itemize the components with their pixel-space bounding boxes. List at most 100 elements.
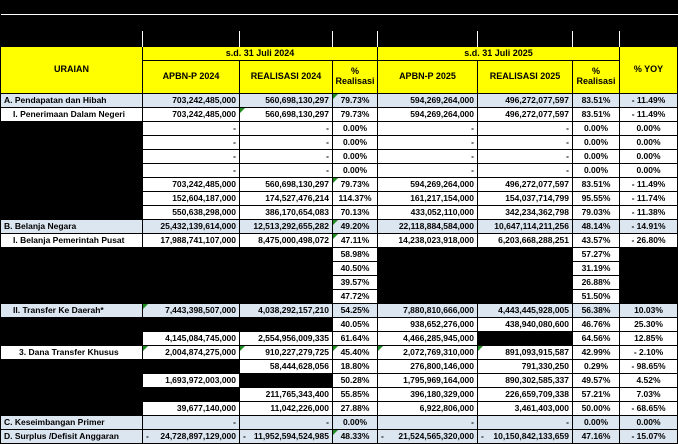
cell-redacted [143, 318, 240, 332]
row-label-redacted [1, 262, 143, 276]
cell-apbn-2024: - [143, 164, 240, 178]
cell-pct-realisasi-2025: 64.56% [573, 332, 620, 346]
cell-redacted [143, 248, 240, 262]
cell-realisasi-2025: - [478, 122, 573, 136]
cell-apbn-2024: 2,004,874,275,000 [143, 346, 240, 360]
table-row: II. Transfer Ke Daerah* 7,443,398,507,000… [1, 304, 678, 318]
redacted-header-cell [378, 31, 478, 47]
row-label-redacted [1, 178, 143, 192]
cell-value: 11,952,594,524,985 [253, 431, 329, 442]
cell-apbn-2024: 703,242,485,000 [143, 108, 240, 122]
cell-apbn-2025: 433,052,110,000 [378, 206, 478, 220]
cell-redacted [240, 290, 333, 304]
cell-realisasi-2025: 226,659,709,338 [478, 388, 573, 402]
cell-pct-yoy: 0.00% [620, 164, 678, 178]
cell-pct-realisasi-2025: 79.03% [573, 206, 620, 220]
cell-apbn-2025: 594,269,264,000 [378, 94, 478, 108]
table-row: I. Penerimaan Dalam Negeri 703,242,485,00… [1, 108, 678, 122]
table-row: 3. Dana Transfer Khusus 2,004,874,275,000… [1, 346, 678, 360]
row-label-redacted [1, 248, 143, 262]
row-label: II. Transfer Ke Daerah* [1, 304, 143, 318]
cell-realisasi-2025: 4,443,445,928,005 [478, 304, 573, 318]
minus-sign: - [481, 431, 484, 442]
table-row: D. Surplus /Defisit Anggaran -24,728,897,… [1, 430, 678, 444]
cell-realisasi-2025: 496,272,077,597 [478, 178, 573, 192]
cell-apbn-2024: 7,443,398,507,000 [143, 304, 240, 318]
table-row: B. Belanja Negara 25,432,139,614,000 12,51… [1, 220, 678, 234]
cell-pct-realisasi-2024: 47.11% [333, 234, 378, 248]
column-group-2024: s.d. 31 Juli 2024 [143, 47, 378, 61]
cell-pct-realisasi-2025: 50.00% [573, 402, 620, 416]
cell-realisasi-2025: 438,940,080,600 [478, 318, 573, 332]
cell-pct-realisasi-2025: 0.00% [573, 122, 620, 136]
cell-pct-yoy: - 68.65% [620, 402, 678, 416]
cell-pct-realisasi-2024: 0.00% [333, 164, 378, 178]
cell-pct-realisasi-2025: 0.00% [573, 136, 620, 150]
cell-pct-realisasi-2025: 83.51% [573, 178, 620, 192]
row-label: I. Belanja Pemerintah Pusat [1, 234, 143, 248]
cell-pct-realisasi-2025: 0.00% [573, 150, 620, 164]
cell-realisasi-2024: 560,698,130,297 [240, 108, 333, 122]
column-header-pct-realisasi-2024: % Realisasi [333, 61, 378, 94]
cell-redacted [478, 276, 573, 290]
cell-apbn-2024: 17,988,741,107,000 [143, 234, 240, 248]
table-row: - -0.00% - -0.00% 0.00% [1, 150, 678, 164]
cell-realisasi-2025: - [478, 136, 573, 150]
cell-pct-realisasi-2024: 55.85% [333, 388, 378, 402]
cell-realisasi-2024: 910,227,279,725 [240, 346, 333, 360]
column-header-pct-realisasi-2025: % Realisasi [573, 61, 620, 94]
redacted-header-cell [620, 31, 678, 47]
cell-pct-realisasi-2024: 27.88% [333, 402, 378, 416]
row-label-redacted [1, 164, 143, 178]
table-row: 550,638,298,000 386,170,654,083 70.13% 433,… [1, 206, 678, 220]
cell-pct-realisasi-2024: 79.73% [333, 108, 378, 122]
cell-redacted [143, 276, 240, 290]
cell-pct-yoy: - 11.49% [620, 178, 678, 192]
cell-apbn-2025: - [378, 164, 478, 178]
cell-pct-yoy: - 2.10% [620, 346, 678, 360]
cell-pct-realisasi-2025: 49.57% [573, 374, 620, 388]
cell-apbn-2024: 4,145,084,745,000 [143, 332, 240, 346]
cell-pct-realisasi-2024: 18.80% [333, 360, 378, 374]
cell-apbn-2024: 703,242,485,000 [143, 94, 240, 108]
error-flag-icon [333, 234, 338, 239]
cell-pct-yoy: - 11.49% [620, 94, 678, 108]
cell-realisasi-2025: - [478, 150, 573, 164]
redacted-header-row [1, 31, 678, 47]
cell-pct-yoy: - 26.80% [620, 234, 678, 248]
cell-apbn-2025: 594,269,264,000 [378, 178, 478, 192]
cell-pct-realisasi-2024: 0.00% [333, 136, 378, 150]
cell-pct-realisasi-2025: 46.76% [573, 318, 620, 332]
cell-realisasi-2024: 4,038,292,157,210 [240, 304, 333, 318]
cell-apbn-2025: 938,652,276,000 [378, 318, 478, 332]
cell-apbn-2025: 6,922,806,000 [378, 402, 478, 416]
row-label-redacted [1, 136, 143, 150]
cell-realisasi-2024: 12,513,292,655,282 [240, 220, 333, 234]
error-flag-icon [143, 346, 148, 351]
cell-redacted [620, 262, 678, 276]
cell-apbn-2024: - [143, 136, 240, 150]
cell-apbn-2025: 276,800,146,000 [378, 360, 478, 374]
cell-realisasi-2025: -10,150,842,133,659 [478, 430, 573, 444]
cell-realisasi-2024: 8,475,000,498,072 [240, 234, 333, 248]
cell-pct-yoy: 0.00% [620, 150, 678, 164]
divider [1, 14, 678, 15]
cell-apbn-2025: 2,072,769,310,000 [378, 346, 478, 360]
cell-apbn-2024: - [143, 122, 240, 136]
table-row: 40.05% 938,652,276,000 438,940,080,600 46.7… [1, 318, 678, 332]
cell-apbn-2024: 703,242,485,000 [143, 178, 240, 192]
minus-sign: - [243, 431, 246, 442]
cell-pct-yoy: 7.03% [620, 388, 678, 402]
cell-pct-realisasi-2025: 26.88% [573, 276, 620, 290]
cell-redacted [240, 318, 333, 332]
cell-redacted [478, 262, 573, 276]
table-row: A. Pendapatan dan Hibah 703,242,485,000 56… [1, 94, 678, 108]
cell-pct-realisasi-2024: 0.00% [333, 122, 378, 136]
table-row: 39,677,140,000 11,042,226,000 27.88% 6,922,… [1, 402, 678, 416]
cell-pct-realisasi-2025: 56.38% [573, 304, 620, 318]
cell-pct-yoy: - 11.74% [620, 192, 678, 206]
cell-realisasi-2024: 11,042,226,000 [240, 402, 333, 416]
row-label: 3. Dana Transfer Khusus [1, 346, 143, 360]
cell-realisasi-2024: 560,698,130,297 [240, 178, 333, 192]
row-label: D. Surplus /Defisit Anggaran [1, 430, 143, 444]
